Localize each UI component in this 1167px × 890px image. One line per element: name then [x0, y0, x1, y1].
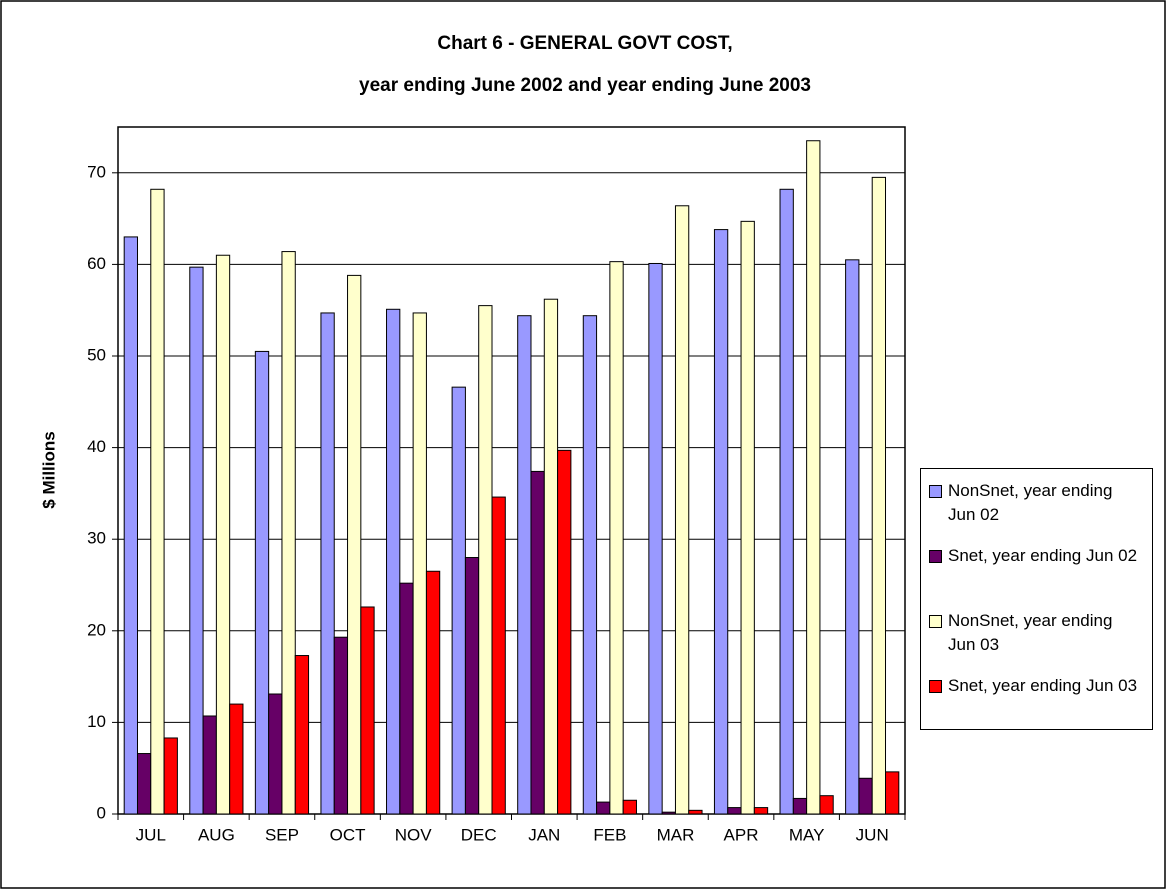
y-axis-label: $ Millions [39, 431, 58, 508]
bar [163, 737, 178, 815]
bar [189, 266, 204, 815]
bar [885, 771, 900, 815]
bar [845, 259, 860, 815]
bar [819, 795, 834, 815]
y-tick-label: 40 [87, 437, 106, 456]
bar [425, 570, 441, 815]
legend-item: Snet, year ending Jun 03 [929, 674, 1144, 698]
x-tick-label: JAN [528, 825, 560, 844]
legend-swatch [929, 615, 942, 628]
y-tick-label: 0 [97, 803, 106, 822]
bar [557, 449, 572, 815]
y-tick-label: 70 [87, 162, 106, 181]
legend-item: NonSnet, year ending Jun 03 [929, 609, 1144, 657]
bar [136, 753, 152, 815]
bar [530, 470, 545, 815]
bar [596, 801, 611, 815]
y-tick-label: 20 [87, 620, 106, 639]
bar [871, 176, 887, 815]
chart-title: Chart 6 - GENERAL GOVT COST, [437, 33, 732, 54]
x-tick-label: FEB [593, 825, 626, 844]
bar [688, 809, 703, 815]
legend-item: Snet, year ending Jun 02 [929, 544, 1144, 568]
bar [478, 305, 493, 815]
x-tick-label: DEC [461, 825, 497, 844]
bar [294, 655, 310, 815]
legend-label: NonSnet, year ending Jun 03 [948, 611, 1113, 654]
bar [215, 254, 231, 815]
bar [386, 308, 401, 815]
bar [202, 715, 217, 815]
legend-label: Snet, year ending Jun 02 [948, 546, 1138, 565]
bar [320, 312, 335, 815]
bar [150, 188, 165, 815]
legend-swatch [929, 550, 942, 563]
bar [123, 236, 138, 815]
bar [229, 703, 244, 815]
bar [674, 205, 690, 815]
x-tick-label: APR [724, 825, 759, 844]
x-tick-label: JUL [136, 825, 166, 844]
y-tick-label: 60 [87, 254, 106, 273]
bar [609, 261, 624, 815]
plot-area [117, 126, 906, 815]
x-tick-label: MAR [657, 825, 695, 844]
bar [779, 188, 794, 815]
bar [268, 693, 283, 815]
x-tick-label: OCT [330, 825, 366, 844]
legend-label: Snet, year ending Jun 03 [948, 676, 1138, 695]
y-tick-label: 30 [87, 529, 106, 548]
bar [582, 315, 598, 815]
bar [412, 312, 427, 815]
legend-item: NonSnet, year ending Jun 02 [929, 479, 1144, 527]
legend: NonSnet, year ending Jun 02 Snet, year en… [920, 468, 1153, 730]
bar [491, 496, 506, 815]
bar [806, 140, 821, 815]
x-tick-label: MAY [789, 825, 825, 844]
bar [333, 636, 349, 815]
bar [399, 582, 414, 815]
legend-label: NonSnet, year ending Jun 02 [948, 481, 1113, 524]
bar [753, 807, 769, 815]
bar [792, 797, 808, 815]
chart-subtitle: year ending June 2002 and year ending Ju… [359, 75, 811, 96]
bar [727, 807, 742, 815]
y-tick-label: 10 [87, 712, 106, 731]
bar [713, 229, 729, 815]
bar [622, 799, 637, 815]
bar [254, 350, 270, 815]
legend-swatch [929, 680, 942, 693]
y-tick-label: 50 [87, 345, 106, 364]
x-tick-label: SEP [265, 825, 299, 844]
legend-swatch [929, 485, 942, 498]
bar [451, 386, 466, 815]
x-tick-label: JUN [856, 825, 889, 844]
bar [281, 251, 296, 815]
bar [347, 274, 362, 815]
x-tick-label: NOV [395, 825, 433, 844]
bar [464, 557, 480, 815]
bar [858, 777, 873, 815]
bar [360, 606, 375, 815]
bar [648, 262, 663, 815]
bar [661, 811, 676, 815]
bar [543, 298, 559, 815]
x-tick-label: AUG [198, 825, 235, 844]
bar [740, 220, 755, 815]
bar [517, 315, 532, 815]
